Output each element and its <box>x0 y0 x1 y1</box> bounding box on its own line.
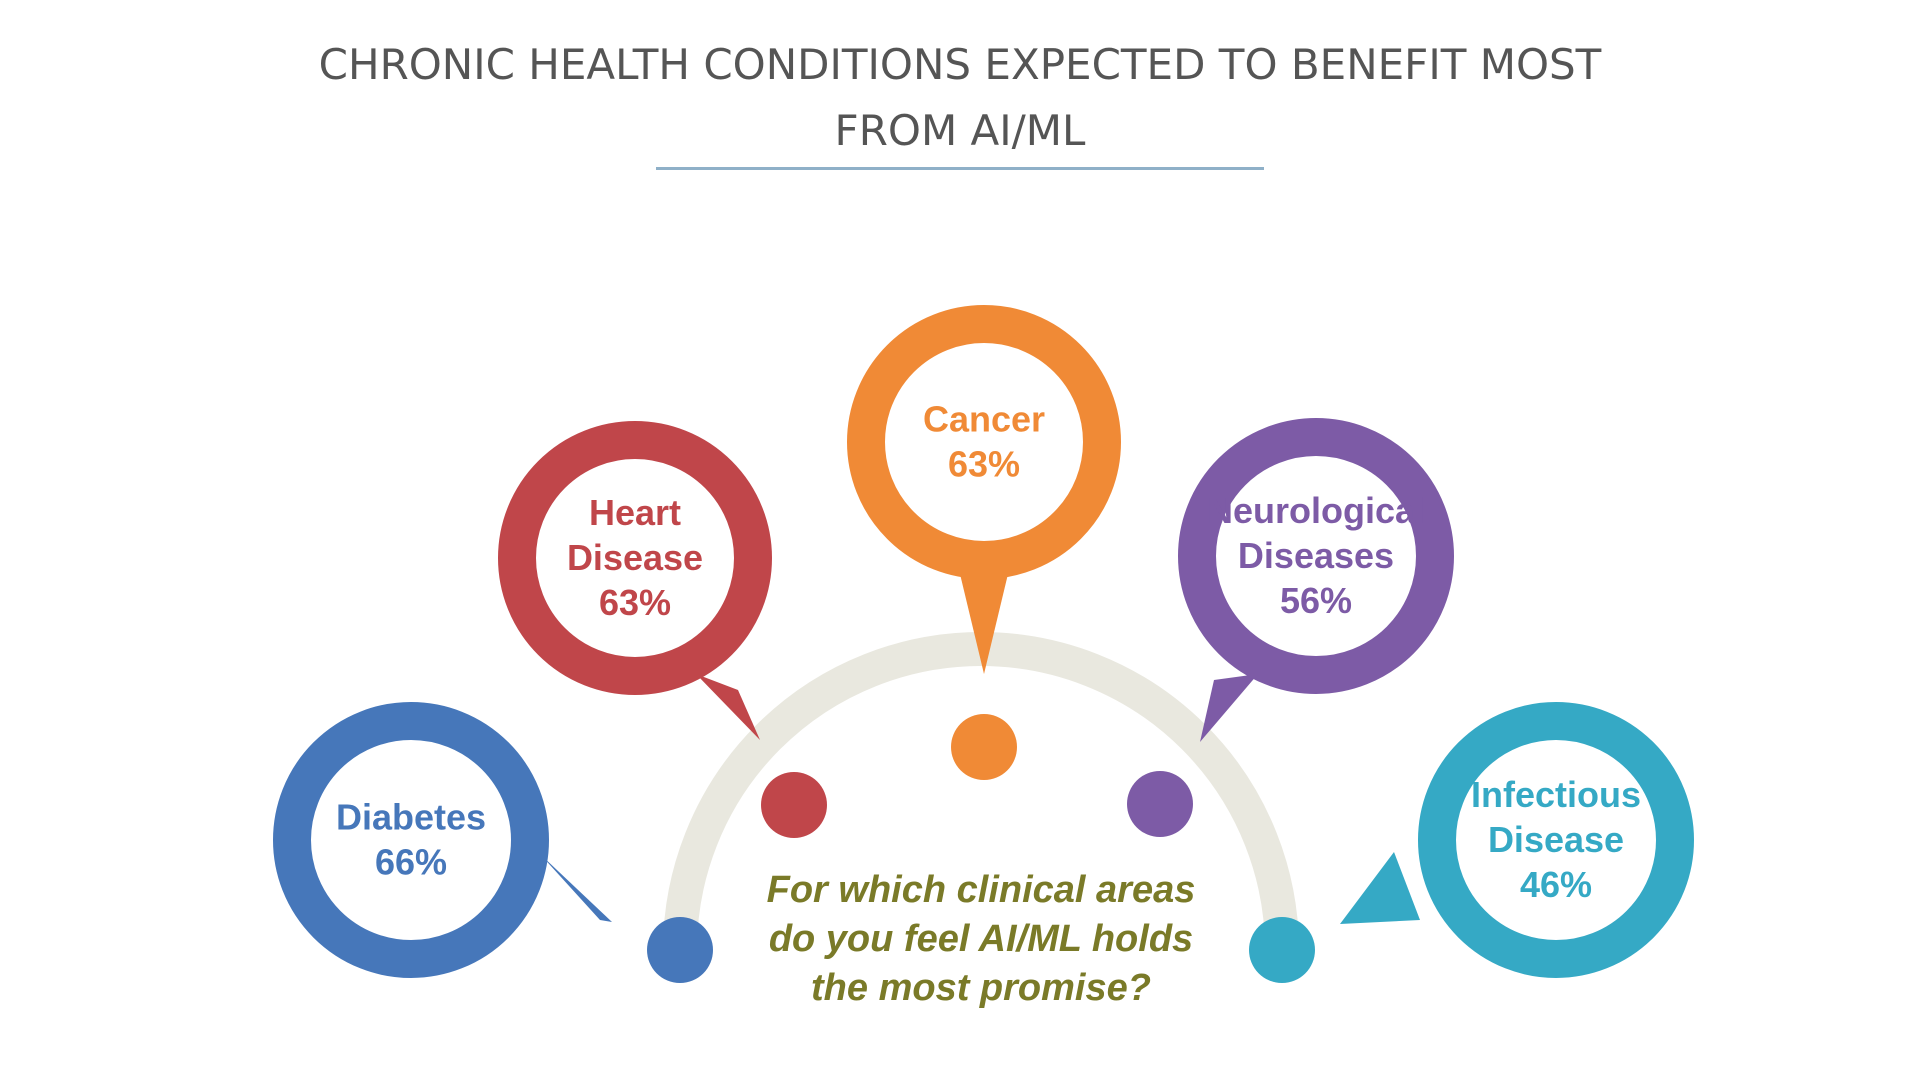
bubble-label-line-diabetes: Diabetes <box>336 797 486 838</box>
bubble-heart-disease: Heart Disease 63% <box>498 421 772 740</box>
bubble-pointer-infectious-disease <box>1340 852 1420 924</box>
arc-dots <box>647 714 1315 983</box>
bubble-label-line-neurological-diseases: Neurological <box>1207 490 1425 531</box>
chart-title-line-2: FROM AI/ML <box>834 106 1086 155</box>
bubble-label-diabetes: Diabetes 66% <box>336 797 486 883</box>
bubble-value-infectious-disease: 46% <box>1520 864 1592 905</box>
bubble-label-line-cancer: Cancer <box>923 399 1045 440</box>
bubble-value-neurological-diseases: 56% <box>1280 580 1352 621</box>
arc-dot-cancer <box>951 714 1017 780</box>
question-line: the most promise? <box>811 967 1151 1009</box>
question-text: For which clinical areas do you feel AI/M… <box>767 869 1196 1009</box>
bubble-cancer: Cancer 63% <box>847 305 1121 674</box>
bubble-pointer-neurological-diseases <box>1200 674 1258 742</box>
question-line: do you feel AI/ML holds <box>769 918 1193 960</box>
bubble-neurological-diseases: Neurological Diseases 56% <box>1178 418 1454 742</box>
bubble-ring-cancer <box>847 305 1121 579</box>
arc-dot-diabetes <box>647 917 713 983</box>
bubble-label-line-heart-disease: Heart <box>589 492 681 533</box>
bubble-ring-neurological-diseases <box>1178 418 1454 694</box>
bubble-label-line-heart-disease: Disease <box>567 537 703 578</box>
bubble-label-line-infectious-disease: Disease <box>1488 819 1624 860</box>
bubble-label-heart-disease: Heart Disease 63% <box>567 492 703 623</box>
bubble-label-line-neurological-diseases: Diseases <box>1238 535 1394 576</box>
bubbles: Diabetes 66%Heart Disease 63%Cancer 63%Neuro… <box>273 305 1694 978</box>
bubble-infectious-disease: Infectious Disease 46% <box>1340 702 1694 978</box>
bubble-pointer-cancer <box>960 574 1008 674</box>
bubble-ring-diabetes <box>273 702 549 978</box>
bubble-pointer-heart-disease <box>696 674 760 740</box>
chart-title: CHRONIC HEALTH CONDITIONS EXPECTED TO BE… <box>0 32 1920 164</box>
bubble-diabetes: Diabetes 66% <box>273 702 612 978</box>
bubble-value-heart-disease: 63% <box>599 582 671 623</box>
bubble-label-line-infectious-disease: Infectious <box>1471 774 1641 815</box>
bubble-pointer-diabetes <box>540 854 612 922</box>
arc-dot-infectious-disease <box>1249 917 1315 983</box>
chart-title-line-1: CHRONIC HEALTH CONDITIONS EXPECTED TO BE… <box>318 40 1602 89</box>
arc-dot-neurological-diseases <box>1127 771 1193 837</box>
arc-dot-heart-disease <box>761 772 827 838</box>
title-underline <box>656 167 1264 170</box>
question-line: For which clinical areas <box>767 869 1196 911</box>
bubble-value-diabetes: 66% <box>375 842 447 883</box>
bubble-label-neurological-diseases: Neurological Diseases 56% <box>1207 490 1425 621</box>
bubble-label-infectious-disease: Infectious Disease 46% <box>1471 774 1641 905</box>
bubble-ring-heart-disease <box>498 421 772 695</box>
bubble-value-cancer: 63% <box>948 444 1020 485</box>
bubble-ring-infectious-disease <box>1418 702 1694 978</box>
bubble-label-cancer: Cancer 63% <box>923 399 1045 485</box>
